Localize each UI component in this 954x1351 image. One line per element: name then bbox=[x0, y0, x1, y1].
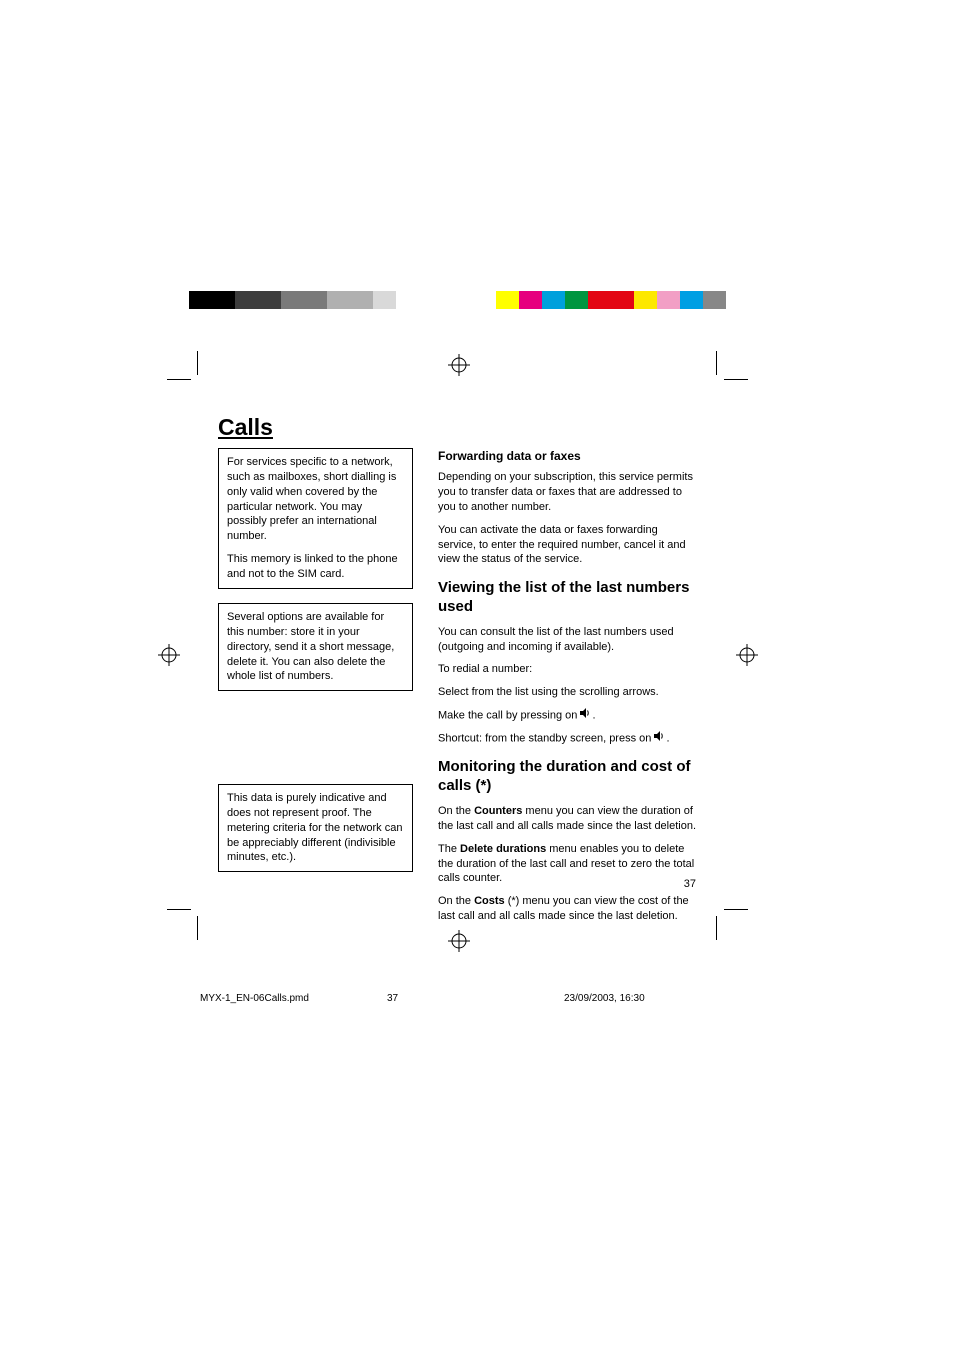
registration-mark-top bbox=[448, 354, 470, 376]
section-heading-forwarding: Forwarding data or faxes bbox=[438, 448, 698, 464]
body-text: The Delete durations menu enables you to… bbox=[438, 842, 698, 887]
section-heading-monitoring: Monitoring the duration and cost of call… bbox=[438, 758, 698, 796]
text-fragment: . bbox=[592, 709, 595, 721]
sidebar-box-1: For services specific to a network, such… bbox=[218, 448, 413, 589]
text-fragment: Make the call by pressing on bbox=[438, 709, 580, 721]
main-content: Forwarding data or faxes Depending on yo… bbox=[438, 448, 698, 932]
bold-term: Costs bbox=[474, 895, 505, 907]
body-text: On the Costs (*) menu you can view the c… bbox=[438, 894, 698, 924]
sidebar-text: Several options are available for this n… bbox=[227, 610, 404, 684]
body-text: Make the call by pressing on . bbox=[438, 708, 698, 723]
body-text: Shortcut: from the standby screen, press… bbox=[438, 731, 698, 746]
speaker-icon bbox=[654, 731, 666, 746]
body-text: Depending on your subscription, this ser… bbox=[438, 470, 698, 515]
footer-date: 23/09/2003, 16:30 bbox=[564, 993, 645, 1004]
color-bar-left bbox=[189, 291, 419, 309]
body-text: On the Counters menu you can view the du… bbox=[438, 804, 698, 834]
sidebar-text: This memory is linked to the phone and n… bbox=[227, 552, 404, 582]
registration-mark-left bbox=[158, 644, 180, 666]
text-fragment: On the bbox=[438, 805, 474, 817]
sidebar-box-2: Several options are available for this n… bbox=[218, 603, 413, 691]
page-title: Calls bbox=[218, 414, 273, 441]
text-fragment: Shortcut: from the standby screen, press… bbox=[438, 733, 654, 745]
sidebar-box-3: This data is purely indicative and does … bbox=[218, 784, 413, 872]
body-text: You can activate the data or faxes forwa… bbox=[438, 523, 698, 568]
section-heading-viewing: Viewing the list of the last numbers use… bbox=[438, 579, 698, 617]
sidebar-text: This data is purely indicative and does … bbox=[227, 791, 404, 865]
body-text: Select from the list using the scrolling… bbox=[438, 685, 698, 700]
color-bar-right bbox=[496, 291, 726, 309]
registration-mark-right bbox=[736, 644, 758, 666]
text-fragment: On the bbox=[438, 895, 474, 907]
bold-term: Counters bbox=[474, 805, 522, 817]
bold-term: Delete durations bbox=[460, 843, 546, 855]
footer-filename: MYX-1_EN-06Calls.pmd bbox=[200, 993, 309, 1004]
text-fragment: . bbox=[666, 733, 669, 745]
footer-page-number: 37 bbox=[387, 993, 398, 1004]
speaker-icon bbox=[580, 708, 592, 723]
body-text: To redial a number: bbox=[438, 662, 698, 677]
sidebar-text: For services specific to a network, such… bbox=[227, 455, 404, 544]
page-number: 37 bbox=[684, 878, 696, 890]
body-text: You can consult the list of the last num… bbox=[438, 625, 698, 655]
text-fragment: The bbox=[438, 843, 460, 855]
registration-mark-bottom bbox=[448, 930, 470, 952]
